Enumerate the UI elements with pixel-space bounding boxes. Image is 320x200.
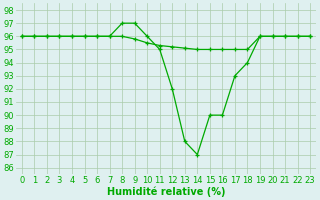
X-axis label: Humidité relative (%): Humidité relative (%) — [107, 186, 225, 197]
